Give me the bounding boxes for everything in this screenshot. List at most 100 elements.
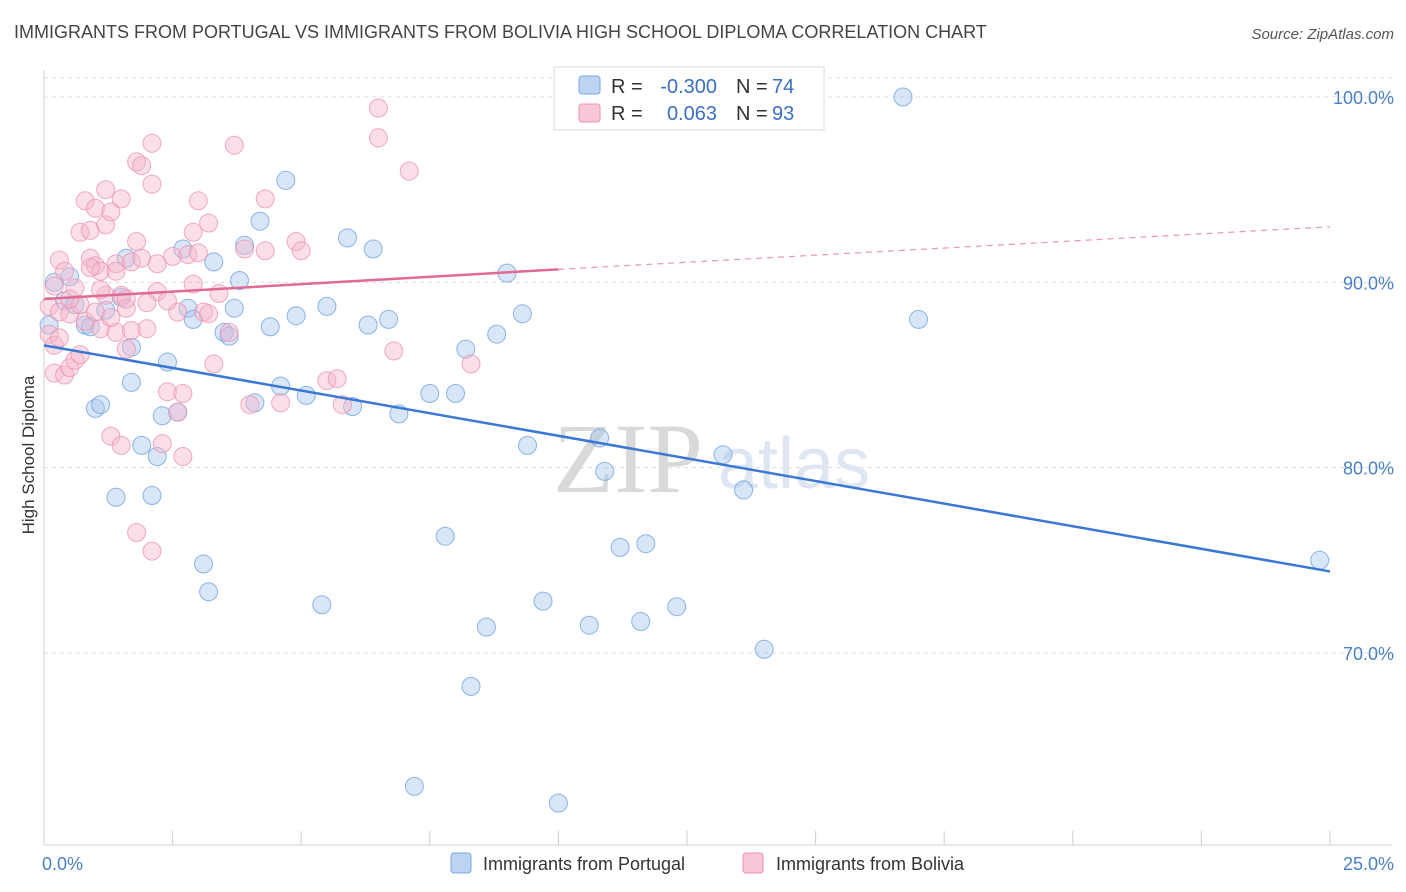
point-bolivia	[127, 232, 147, 252]
point-bolivia	[240, 395, 260, 415]
legend-label-portugal: Immigrants from Portugal	[483, 854, 685, 874]
point-bolivia	[70, 345, 90, 365]
point-bolivia	[85, 198, 105, 218]
stats-legend-r-label: R =	[611, 103, 643, 125]
point-portugal	[713, 445, 733, 465]
point-bolivia	[327, 369, 347, 389]
point-portugal	[734, 480, 754, 500]
point-portugal	[199, 582, 219, 602]
point-bolivia	[384, 341, 404, 361]
point-portugal	[91, 395, 111, 415]
point-bolivia	[106, 261, 126, 281]
point-bolivia	[132, 156, 152, 176]
x-ticks	[43, 831, 1331, 845]
point-portugal	[435, 526, 455, 546]
point-portugal	[343, 397, 363, 416]
stats-legend-swatch-bolivia	[578, 103, 601, 123]
point-bolivia	[188, 243, 208, 263]
point-portugal	[178, 298, 198, 318]
point-portugal	[214, 322, 234, 342]
point-portugal	[194, 554, 213, 574]
point-bolivia	[106, 322, 126, 342]
point-bolivia	[255, 241, 275, 261]
point-bolivia	[55, 261, 75, 281]
scatter-points	[39, 87, 1330, 813]
point-bolivia	[368, 128, 388, 148]
point-portugal	[152, 406, 172, 426]
y-tick-label: 100.0%	[1333, 88, 1394, 108]
point-portugal	[65, 295, 85, 315]
point-bolivia	[101, 202, 121, 222]
point-portugal	[610, 537, 630, 557]
point-portugal	[312, 595, 332, 615]
trend-lines	[43, 226, 1331, 573]
point-portugal	[224, 298, 244, 318]
point-portugal	[404, 776, 424, 796]
point-portugal	[147, 447, 167, 466]
point-portugal	[173, 239, 193, 259]
point-bolivia	[332, 395, 352, 415]
point-bolivia	[152, 434, 172, 454]
point-portugal	[276, 170, 296, 190]
point-portugal	[142, 486, 162, 505]
point-bolivia	[291, 241, 311, 261]
x-tick-label-min: 0.0%	[42, 854, 83, 874]
point-bolivia	[183, 222, 203, 242]
trend-line-bolivia	[43, 268, 559, 301]
point-bolivia	[199, 304, 219, 324]
grid	[44, 77, 1392, 654]
point-bolivia	[111, 189, 131, 209]
point-bolivia	[399, 161, 419, 181]
point-bolivia	[127, 152, 147, 172]
trend-line-bolivia-extension	[558, 226, 1331, 270]
stats-legend-n-value: 74	[772, 76, 794, 98]
point-portugal	[363, 239, 383, 259]
point-portugal	[476, 617, 496, 637]
point-bolivia	[142, 174, 162, 194]
legend-label-bolivia: Immigrants from Bolivia	[776, 854, 965, 874]
point-bolivia	[183, 274, 203, 294]
point-bolivia	[204, 354, 224, 374]
point-portugal	[420, 384, 440, 403]
point-portugal	[85, 398, 105, 418]
point-bolivia	[255, 189, 275, 209]
point-portugal	[456, 339, 476, 359]
point-portugal	[379, 309, 399, 329]
point-bolivia	[188, 191, 208, 211]
point-portugal	[595, 461, 615, 481]
point-portugal	[667, 597, 687, 617]
point-portugal	[461, 676, 481, 696]
point-bolivia	[121, 252, 141, 272]
point-bolivia	[173, 447, 193, 466]
point-portugal	[106, 487, 126, 507]
point-portugal	[260, 317, 280, 337]
chart-source: Source: ZipAtlas.com	[1251, 26, 1394, 43]
point-bolivia	[158, 382, 177, 402]
stats-legend-n-value: 93	[772, 103, 794, 125]
y-tick-labels: 70.0% 80.0% 90.0% 100.0%	[1333, 88, 1394, 664]
stats-legend-r-label: R =	[611, 76, 643, 98]
point-portugal	[893, 87, 913, 107]
y-tick-label: 80.0%	[1343, 459, 1394, 479]
point-bolivia	[80, 258, 100, 277]
point-portugal	[533, 591, 553, 611]
chart-title: IMMIGRANTS FROM PORTUGAL VS IMMIGRANTS F…	[14, 22, 987, 42]
point-portugal	[548, 793, 568, 813]
y-tick-label: 90.0%	[1343, 273, 1394, 293]
point-bolivia	[75, 191, 95, 211]
x-tick-label-max: 25.0%	[1343, 854, 1394, 874]
point-bolivia	[106, 254, 126, 274]
point-portugal	[230, 271, 249, 290]
point-portugal	[250, 211, 270, 231]
point-bolivia	[158, 291, 177, 311]
stats-legend-n-label: N =	[736, 103, 768, 125]
point-portugal	[754, 639, 774, 659]
point-bolivia	[168, 402, 188, 422]
point-bolivia	[39, 324, 59, 344]
point-bolivia	[91, 280, 111, 300]
point-bolivia	[101, 308, 121, 327]
point-bolivia	[137, 319, 157, 339]
point-portugal	[121, 372, 141, 392]
point-portugal	[60, 267, 80, 287]
point-bolivia	[173, 384, 193, 403]
